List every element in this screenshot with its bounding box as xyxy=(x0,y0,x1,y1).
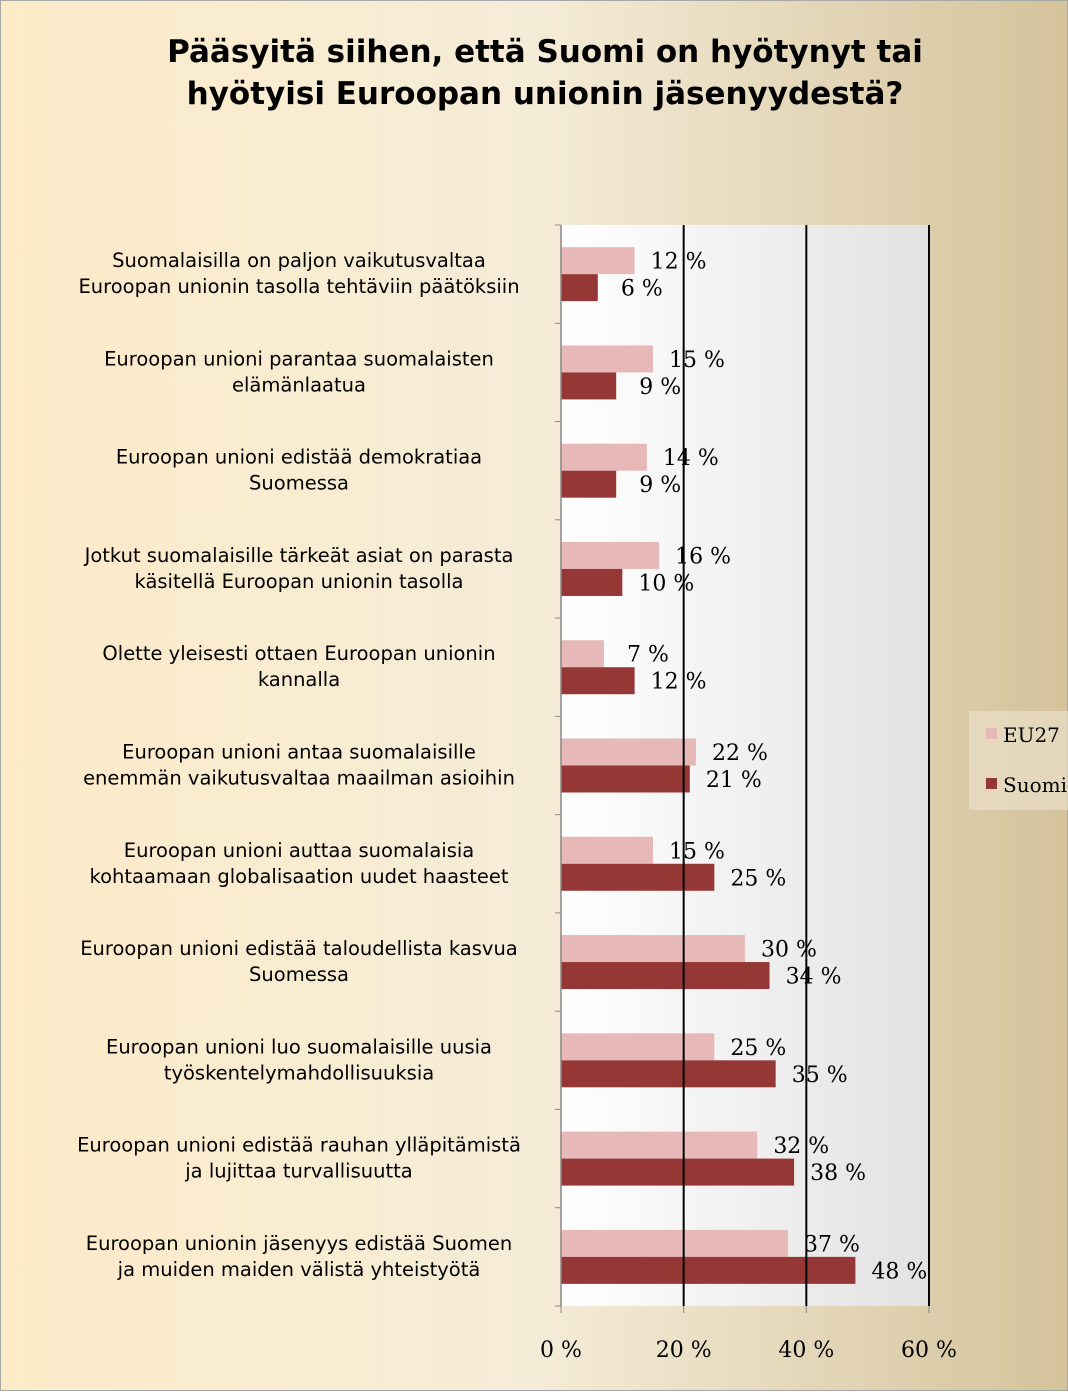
x-tick-label: 20 % xyxy=(656,1338,712,1363)
bar-suomi-2 xyxy=(561,470,617,498)
category-label: Euroopan unioni antaa suomalaisille xyxy=(122,741,476,764)
data-label-suomi-8: 35 % xyxy=(792,1063,848,1088)
bar-eu27-1 xyxy=(561,345,653,373)
category-label: käsitellä Euroopan unionin tasolla xyxy=(135,570,464,593)
data-label-eu27-4: 7 % xyxy=(627,643,669,668)
data-label-eu27-1: 15 % xyxy=(669,348,725,373)
data-label-suomi-6: 25 % xyxy=(730,866,786,891)
bar-suomi-3 xyxy=(561,568,623,596)
data-label-suomi-10: 48 % xyxy=(871,1259,927,1284)
data-label-suomi-2: 9 % xyxy=(639,473,681,498)
bar-suomi-1 xyxy=(561,372,617,400)
bar-suomi-5 xyxy=(561,765,690,793)
category-label: Euroopan unioni edistää rauhan ylläpitäm… xyxy=(77,1134,521,1157)
category-label: työskentelymahdollisuuksia xyxy=(164,1061,434,1084)
bar-suomi-8 xyxy=(561,1060,776,1088)
bar-suomi-6 xyxy=(561,863,715,891)
bar-eu27-6 xyxy=(561,836,653,864)
data-label-eu27-8: 25 % xyxy=(730,1036,786,1061)
data-label-eu27-10: 37 % xyxy=(804,1232,860,1257)
bar-eu27-4 xyxy=(561,640,604,668)
data-label-eu27-3: 16 % xyxy=(675,544,731,569)
chart-title: hyötyisi Euroopan unionin jäsenyydestä? xyxy=(187,76,904,112)
legend-label-eu27: EU27 xyxy=(1003,723,1060,747)
data-label-eu27-2: 14 % xyxy=(663,446,719,471)
bar-eu27-9 xyxy=(561,1131,758,1159)
category-label: Suomessa xyxy=(249,472,349,495)
x-tick-label: 0 % xyxy=(540,1338,582,1363)
bar-suomi-9 xyxy=(561,1158,795,1186)
bar-eu27-0 xyxy=(561,247,635,275)
bar-eu27-3 xyxy=(561,541,660,569)
bar-suomi-7 xyxy=(561,962,770,990)
category-label: elämänlaatua xyxy=(232,373,366,396)
data-label-suomi-7: 34 % xyxy=(786,965,842,990)
category-label: Euroopan unionin jäsenyys edistää Suomen xyxy=(86,1232,512,1255)
bar-eu27-5 xyxy=(561,738,696,766)
bar-eu27-7 xyxy=(561,935,745,963)
category-label: Jotkut suomalaisille tärkeät asiat on pa… xyxy=(83,544,514,567)
category-label: ja lujittaa turvallisuutta xyxy=(184,1160,412,1183)
category-label: Suomessa xyxy=(249,963,349,986)
legend-label-suomi: Suomi xyxy=(1003,773,1067,797)
bar-eu27-10 xyxy=(561,1229,788,1257)
category-label: Suomalaisilla on paljon vaikutusvaltaa xyxy=(112,249,486,272)
data-label-eu27-0: 12 % xyxy=(651,250,707,275)
category-label: Euroopan unioni edistää demokratiaa xyxy=(116,446,482,469)
category-label: Euroopan unionin tasolla tehtäviin päätö… xyxy=(78,275,519,298)
category-label: Euroopan unioni edistää taloudellista ka… xyxy=(80,937,518,960)
category-label: enemmän vaikutusvaltaa maailman asioihin xyxy=(83,767,515,790)
legend-box xyxy=(969,711,1068,810)
legend-swatch-eu27 xyxy=(986,728,997,739)
bar-suomi-10 xyxy=(561,1256,856,1284)
data-label-eu27-5: 22 % xyxy=(712,741,768,766)
data-label-eu27-9: 32 % xyxy=(773,1134,829,1159)
category-label: ja muiden maiden välistä yhteistyötä xyxy=(117,1258,481,1281)
bar-suomi-4 xyxy=(561,667,635,695)
category-label: Euroopan unioni luo suomalaisille uusia xyxy=(106,1035,492,1058)
data-label-suomi-3: 10 % xyxy=(638,571,694,596)
legend-swatch-suomi xyxy=(986,778,997,789)
data-label-suomi-4: 12 % xyxy=(651,670,707,695)
category-label: Olette yleisesti ottaen Euroopan unionin xyxy=(102,642,495,665)
bar-suomi-0 xyxy=(561,274,598,302)
data-label-eu27-6: 15 % xyxy=(669,839,725,864)
data-label-suomi-5: 21 % xyxy=(706,768,762,793)
x-tick-label: 60 % xyxy=(901,1338,957,1363)
x-tick-label: 40 % xyxy=(778,1338,834,1363)
category-label: kannalla xyxy=(258,668,340,691)
category-label: kohtaamaan globalisaation uudet haasteet xyxy=(89,865,508,888)
data-label-eu27-7: 30 % xyxy=(761,938,817,963)
category-label: Euroopan unioni parantaa suomalaisten xyxy=(104,347,494,370)
data-label-suomi-0: 6 % xyxy=(621,277,663,302)
data-label-suomi-1: 9 % xyxy=(639,375,681,400)
bar-eu27-8 xyxy=(561,1033,715,1061)
chart-title: Pääsyitä siihen, että Suomi on hyötynyt … xyxy=(167,34,923,70)
data-label-suomi-9: 38 % xyxy=(810,1161,866,1186)
category-label: Euroopan unioni auttaa suomalaisia xyxy=(124,839,474,862)
bar-eu27-2 xyxy=(561,443,647,471)
